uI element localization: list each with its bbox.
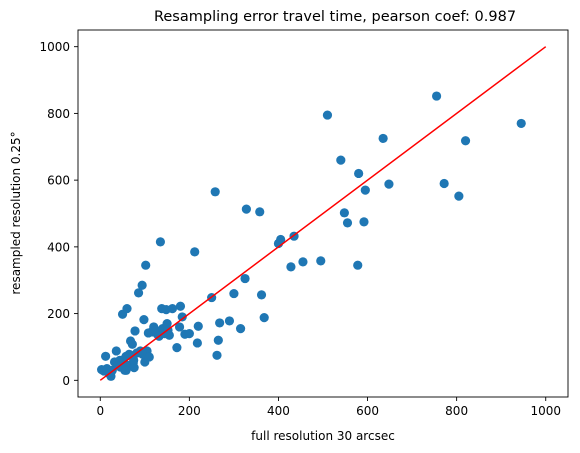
data-point — [276, 234, 286, 245]
data-point — [121, 365, 131, 375]
data-point — [439, 178, 449, 189]
data-point — [359, 217, 369, 227]
data-point — [213, 335, 223, 345]
data-point — [144, 352, 154, 362]
data-point — [129, 363, 139, 373]
data-point — [460, 136, 471, 146]
data-point — [360, 185, 370, 195]
data-point — [353, 260, 363, 270]
data-point — [101, 351, 111, 361]
data-point — [431, 91, 442, 101]
data-point — [111, 346, 121, 356]
reference-line — [99, 46, 547, 381]
x-tick-label: 1000 — [530, 404, 561, 418]
data-point — [174, 322, 185, 332]
data-point — [212, 350, 222, 360]
data-point — [516, 118, 526, 129]
data-point — [137, 280, 147, 290]
data-point — [256, 290, 267, 300]
chart-title: Resampling error travel time, pearson co… — [154, 9, 516, 25]
data-point — [354, 168, 364, 179]
data-point — [164, 330, 174, 340]
y-tick-label: 800 — [47, 107, 70, 121]
data-point — [184, 329, 194, 339]
y-tick-label: 200 — [47, 307, 70, 321]
y-axis-label: resampled resolution 0.25° — [9, 131, 23, 294]
data-point — [122, 303, 132, 314]
data-point — [384, 179, 394, 189]
data-point — [336, 155, 346, 165]
y-tick-label: 1000 — [39, 40, 70, 54]
data-point — [215, 318, 225, 328]
data-point — [172, 343, 182, 353]
data-point — [129, 355, 139, 365]
data-point — [454, 191, 464, 201]
data-point — [255, 207, 265, 217]
plot-frame — [77, 29, 569, 398]
reference-line-layer — [99, 46, 547, 381]
x-axis-label: full resolution 30 arcsec — [251, 429, 395, 443]
data-point — [342, 218, 353, 228]
data-point — [133, 288, 144, 298]
data-point — [378, 133, 388, 144]
y-tick-label: 400 — [47, 240, 70, 254]
points-layer — [97, 91, 526, 381]
data-point — [259, 312, 269, 323]
data-point — [175, 301, 186, 311]
data-point — [139, 315, 149, 325]
data-point — [298, 257, 308, 267]
x-tick-label: 800 — [445, 404, 468, 418]
data-point — [167, 303, 178, 314]
x-tick-label: 400 — [267, 404, 290, 418]
data-point — [141, 260, 151, 270]
data-point — [130, 326, 140, 336]
data-point — [241, 204, 251, 214]
y-tick-label: 600 — [47, 174, 70, 188]
y-ticks: 0 200 400 600 800 1000 — [39, 40, 78, 388]
data-point — [339, 208, 349, 218]
data-point — [127, 339, 137, 349]
data-point — [235, 324, 246, 334]
data-point — [240, 273, 250, 284]
data-point — [210, 187, 220, 197]
data-point — [190, 247, 200, 257]
x-ticks: 0 200 400 600 800 1000 — [96, 397, 561, 418]
data-point — [193, 321, 203, 331]
data-point — [322, 110, 333, 120]
data-point — [229, 288, 239, 299]
y-tick-label: 0 — [62, 374, 70, 388]
x-tick-label: 0 — [96, 404, 104, 418]
data-point — [224, 316, 235, 326]
data-point — [155, 237, 166, 247]
x-tick-label: 600 — [356, 404, 379, 418]
data-point — [192, 338, 202, 348]
x-tick-label: 200 — [178, 404, 201, 418]
data-point — [316, 256, 326, 266]
data-point — [286, 262, 296, 272]
data-point — [177, 312, 187, 322]
